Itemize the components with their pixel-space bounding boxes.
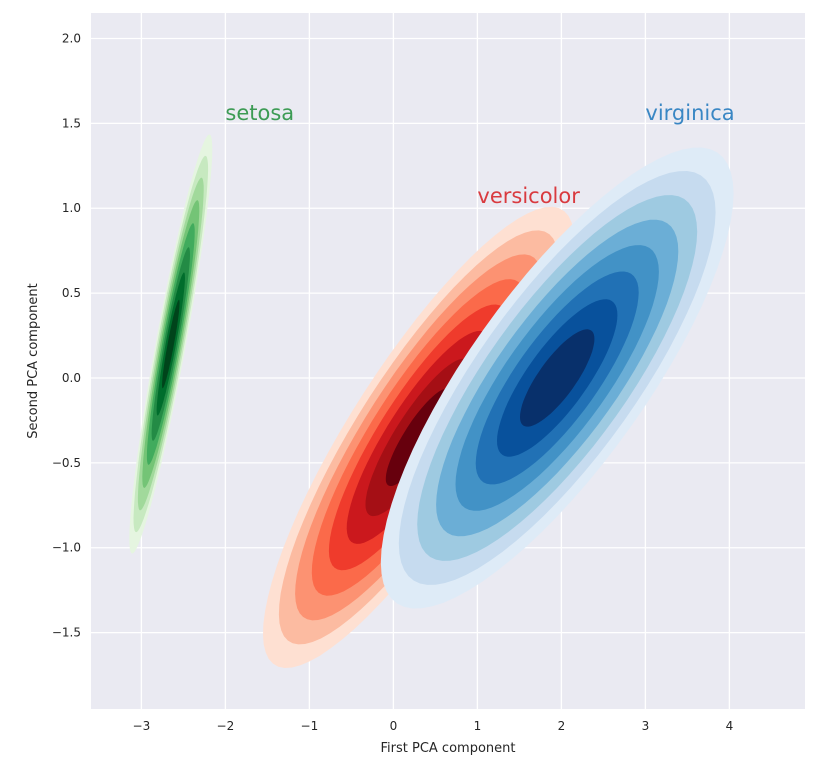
y-tick-label: 1.5 — [62, 116, 81, 130]
x-tick-label: 4 — [726, 719, 734, 733]
setosa-label: setosa — [225, 101, 294, 125]
x-tick-label: 0 — [390, 719, 398, 733]
y-tick-label: 0.0 — [62, 371, 81, 385]
versicolor-label: versicolor — [477, 184, 580, 208]
y-axis-label: Second PCA component — [26, 283, 41, 438]
x-tick-label: 2 — [558, 719, 566, 733]
y-tick-label: −0.5 — [52, 456, 81, 470]
x-axis-label: First PCA component — [381, 741, 516, 756]
x-tick-label: 3 — [642, 719, 650, 733]
x-tick-label: −1 — [301, 719, 319, 733]
virginica-density — [380, 147, 734, 609]
x-tick-label: −3 — [133, 719, 151, 733]
y-tick-label: 2.0 — [62, 31, 81, 45]
y-axis-ticks: −1.5 −1.0 −0.5 0.0 0.5 1.0 1.5 2.0 — [52, 31, 81, 639]
setosa-density-level — [162, 299, 180, 389]
species-labels: setosa versicolor virginica — [225, 101, 734, 208]
x-axis-ticks: −3 −2 −1 0 1 2 3 4 — [133, 719, 734, 733]
density-contours — [129, 134, 734, 669]
x-tick-label: −2 — [217, 719, 235, 733]
y-tick-label: 0.5 — [62, 286, 81, 300]
virginica-label: virginica — [645, 101, 734, 125]
setosa-density — [129, 134, 213, 554]
y-tick-label: −1.0 — [52, 541, 81, 555]
y-tick-label: −1.5 — [52, 626, 81, 640]
y-tick-label: 1.0 — [62, 201, 81, 215]
x-tick-label: 1 — [474, 719, 482, 733]
virginica-density-level — [520, 329, 595, 427]
